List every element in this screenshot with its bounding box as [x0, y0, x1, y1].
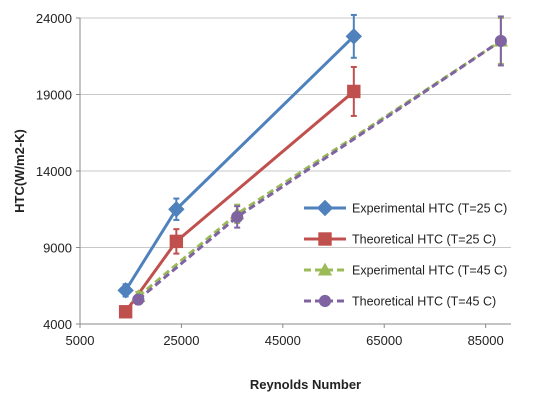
data-point [168, 201, 185, 218]
x-tick-label: 45000 [265, 333, 301, 348]
x-tick-labels: 5000 25000 45000 65000 85000 [66, 324, 504, 348]
series-1 [117, 13, 363, 299]
y-tick-label: 4000 [43, 317, 72, 332]
data-point [494, 34, 507, 48]
legend: Experimental HTC (T=25 C) Theoretical HTC… [304, 199, 507, 309]
y-tick-label: 14000 [36, 164, 72, 179]
legend-label: Experimental HTC (T=25 C) [352, 202, 507, 216]
x-tick-label: 85000 [468, 333, 504, 348]
series-line [124, 35, 355, 292]
series-3 [131, 17, 509, 303]
series-line [137, 39, 502, 298]
x-tick-label: 25000 [163, 333, 199, 348]
series-line [137, 39, 502, 301]
data-point [117, 282, 134, 299]
data-point [231, 210, 244, 223]
y-tick-label: 9000 [43, 241, 72, 256]
legend-swatch-marker [318, 294, 332, 308]
y-axis-title: HTC(W/m2-K) [12, 129, 27, 213]
x-tick-label: 65000 [366, 333, 402, 348]
legend-label: Theoretical HTC (T=25 C) [352, 233, 496, 247]
legend-swatch-marker [316, 199, 334, 217]
legend-label: Theoretical HTC (T=45 C) [352, 295, 496, 309]
legend-swatch-marker [317, 262, 333, 276]
data-point [347, 84, 361, 99]
y-tick-labels: 4000 9000 14000 19000 24000 [36, 11, 80, 332]
legend-label: Experimental HTC (T=45 C) [352, 264, 507, 278]
legend-item-3: Experimental HTC (T=45 C) [304, 262, 507, 278]
legend-item-4: Theoretical HTC (T=45 C) [304, 295, 496, 309]
data-point [118, 305, 133, 319]
legend-swatch-marker [318, 232, 332, 246]
x-axis-title: Reynolds Number [250, 377, 361, 392]
series-2 [118, 65, 361, 319]
x-tick-label: 5000 [66, 333, 95, 348]
legend-item-1: Experimental HTC (T=25 C) [304, 199, 507, 217]
data-point [345, 28, 363, 45]
series [117, 13, 509, 319]
data-point [132, 293, 145, 306]
legend-item-2: Theoretical HTC (T=25 C) [304, 232, 496, 247]
y-tick-label: 24000 [36, 11, 72, 26]
data-point [169, 234, 184, 249]
series-4 [132, 15, 507, 306]
y-tick-label: 19000 [36, 88, 72, 103]
